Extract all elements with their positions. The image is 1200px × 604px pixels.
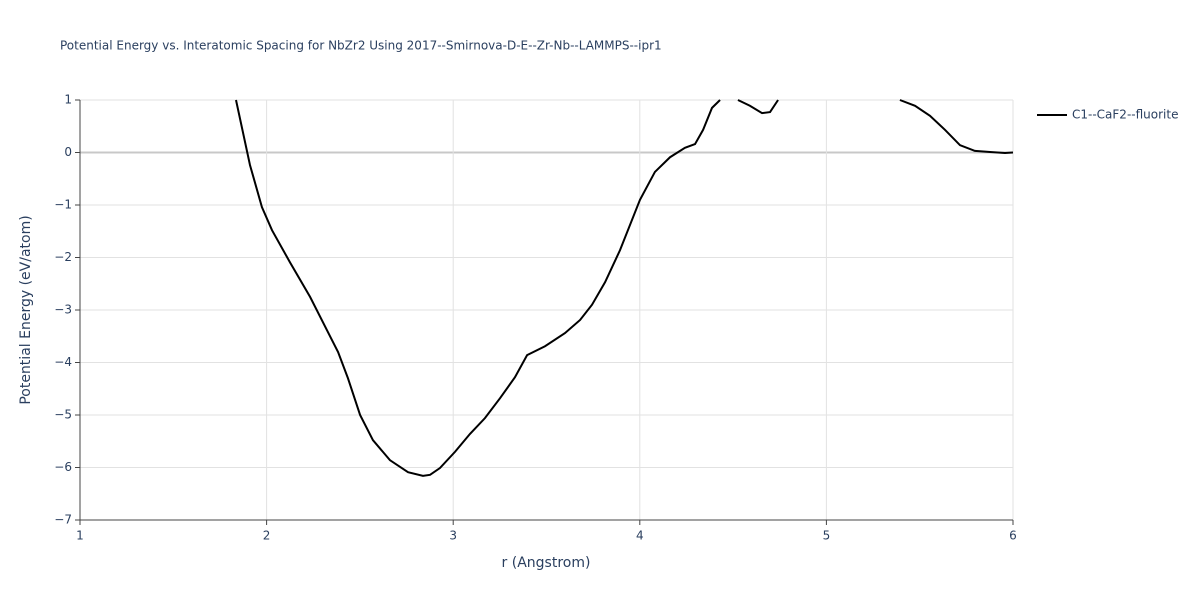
y-tick-label: −4 — [54, 355, 72, 369]
x-tick-label: 5 — [823, 529, 831, 543]
y-tick-label: −3 — [54, 303, 72, 317]
y-axis-label: Potential Energy (eV/atom) — [18, 215, 34, 404]
x-axis-label: r (Angstrom) — [502, 555, 591, 571]
legend-label: C1--CaF2--fluorite — [1072, 108, 1178, 122]
y-tick-label: 0 — [64, 145, 72, 159]
chart-title: Potential Energy vs. Interatomic Spacing… — [60, 39, 662, 53]
x-tick-label: 1 — [76, 529, 84, 543]
y-tick-label: 1 — [64, 93, 72, 107]
y-tick-label: −2 — [54, 250, 72, 264]
y-tick-label: −1 — [54, 198, 72, 212]
x-tick-label: 6 — [1009, 529, 1017, 543]
x-tick-label: 4 — [636, 529, 644, 543]
x-tick-label: 3 — [449, 529, 457, 543]
y-tick-label: −5 — [54, 408, 72, 422]
x-tick-label: 2 — [263, 529, 271, 543]
series-line — [235, 99, 1013, 477]
y-tick-label: −6 — [54, 460, 72, 474]
y-tick-label: −7 — [54, 513, 72, 527]
